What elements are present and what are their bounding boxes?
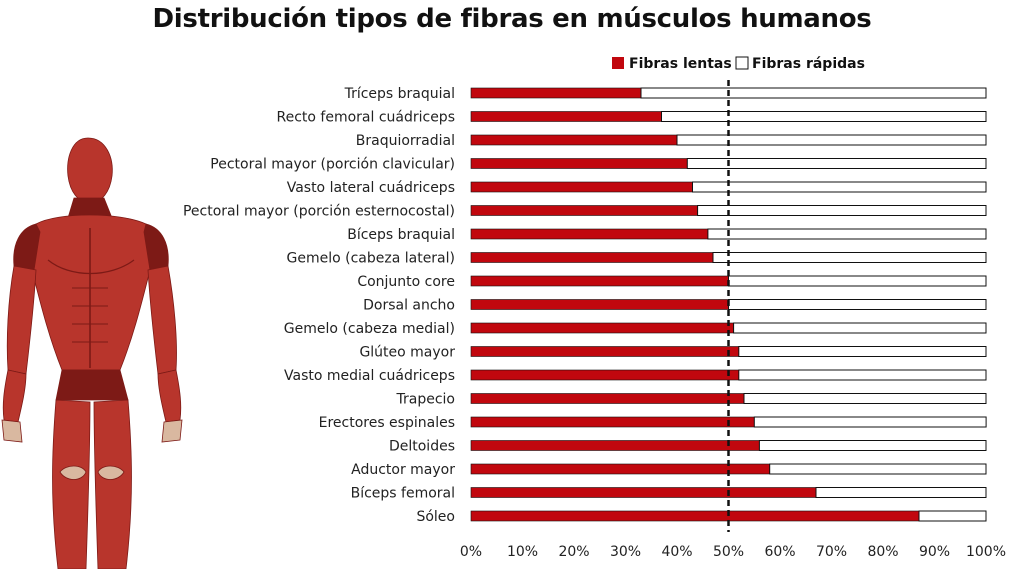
bar-slow-fibers <box>470 322 734 334</box>
bar-slow-fibers <box>470 440 760 451</box>
bar-fast-fibers <box>753 416 987 428</box>
legend-swatch-slow <box>612 57 624 69</box>
bar-fast-fibers <box>692 181 987 193</box>
category-label: Dorsal ancho <box>363 298 455 314</box>
bar-slow-fibers <box>470 275 729 287</box>
bar-slow-fibers <box>470 299 729 310</box>
bar-fast-fibers <box>815 487 987 498</box>
x-tick-label: 30% <box>610 544 641 560</box>
legend-swatch-fast <box>735 56 749 70</box>
bar-fast-fibers <box>728 275 987 287</box>
category-label: Tríceps braquial <box>344 86 455 102</box>
category-label: Deltoides <box>389 439 455 455</box>
bar-fast-fibers <box>728 299 987 310</box>
bars <box>470 87 987 522</box>
human-muscle-anatomy-icon <box>1 137 183 569</box>
chart-title: Distribución tipos de fibras en músculos… <box>152 4 872 34</box>
x-tick-label: 20% <box>558 544 589 560</box>
anatomy-shape <box>52 399 91 569</box>
x-tick-label: 60% <box>764 544 795 560</box>
bar-fast-fibers <box>738 369 987 381</box>
bar-slow-fibers <box>470 87 642 99</box>
bar-slow-fibers <box>470 346 740 357</box>
bar-slow-fibers <box>470 205 698 216</box>
category-label: Conjunto core <box>357 274 455 290</box>
x-tick-label: 100% <box>966 544 1006 560</box>
bar-fast-fibers <box>738 346 987 357</box>
x-tick-label: 0% <box>460 544 482 560</box>
category-label: Vasto medial cuádriceps <box>284 368 455 384</box>
category-label: Gemelo (cabeza medial) <box>284 321 455 337</box>
bar-fast-fibers <box>676 134 987 146</box>
bar-fast-fibers <box>640 87 987 99</box>
bar-slow-fibers <box>470 463 771 475</box>
x-tick-label: 70% <box>816 544 847 560</box>
legend-label-slow: Fibras lentas <box>629 56 732 72</box>
category-labels: Tríceps braquial Recto femoral cuádriceps… <box>183 86 455 525</box>
category-label: Trapecio <box>396 392 455 408</box>
x-tick-label: 50% <box>713 544 744 560</box>
category-label: Recto femoral cuádriceps <box>276 110 455 126</box>
bar-fast-fibers <box>697 205 987 216</box>
category-label: Gemelo (cabeza lateral) <box>287 251 456 267</box>
anatomy-shape <box>31 214 151 371</box>
x-tick-label: 10% <box>507 544 538 560</box>
bar-fast-fibers <box>733 322 987 334</box>
bar-fast-fibers <box>686 158 987 169</box>
anatomy-shape <box>93 399 132 569</box>
bar-fast-fibers <box>918 510 987 522</box>
x-axis: 0% 10% 20% 30% 40% 50% 60% 70% 80% 90% 100% <box>460 544 1006 560</box>
category-label: Vasto lateral cuádriceps <box>287 180 455 196</box>
legend-label-fast: Fibras rápidas <box>752 56 865 72</box>
bar-fast-fibers <box>712 252 987 263</box>
x-tick-label: 80% <box>867 544 898 560</box>
bar-fast-fibers <box>707 228 987 240</box>
category-label: Pectoral mayor (porción clavicular) <box>210 157 455 173</box>
bar-slow-fibers <box>470 416 755 428</box>
bar-fast-fibers <box>758 440 987 451</box>
bar-slow-fibers <box>470 393 745 404</box>
legend: Fibras lentas Fibras rápidas <box>612 56 865 72</box>
bar-slow-fibers <box>470 252 714 263</box>
bar-fast-fibers <box>661 111 987 122</box>
category-label: Sóleo <box>416 509 455 525</box>
category-label: Braquiorradial <box>356 133 455 149</box>
bar-slow-fibers <box>470 181 693 193</box>
anatomy-shape <box>97 465 125 480</box>
x-tick-label: 40% <box>661 544 692 560</box>
bar-slow-fibers <box>470 510 920 522</box>
category-label: Erectores espinales <box>319 415 455 431</box>
bar-slow-fibers <box>470 134 678 146</box>
category-label: Bíceps braquial <box>347 227 455 243</box>
bar-slow-fibers <box>470 487 817 498</box>
bar-fast-fibers <box>769 463 987 475</box>
bar-slow-fibers <box>470 111 662 122</box>
anatomy-shape <box>59 465 87 480</box>
bar-slow-fibers <box>470 158 688 169</box>
bar-slow-fibers <box>470 228 709 240</box>
anatomy-shape <box>1 419 23 443</box>
category-label: Bíceps femoral <box>351 486 455 502</box>
category-label: Glúteo mayor <box>359 345 455 361</box>
category-label: Pectoral mayor (porción esternocostal) <box>183 204 455 220</box>
category-label: Aductor mayor <box>351 462 455 478</box>
x-tick-label: 90% <box>919 544 950 560</box>
bar-fast-fibers <box>743 393 987 404</box>
bar-slow-fibers <box>470 369 740 381</box>
anatomy-shape <box>47 259 135 275</box>
anatomy-shape <box>161 419 183 443</box>
